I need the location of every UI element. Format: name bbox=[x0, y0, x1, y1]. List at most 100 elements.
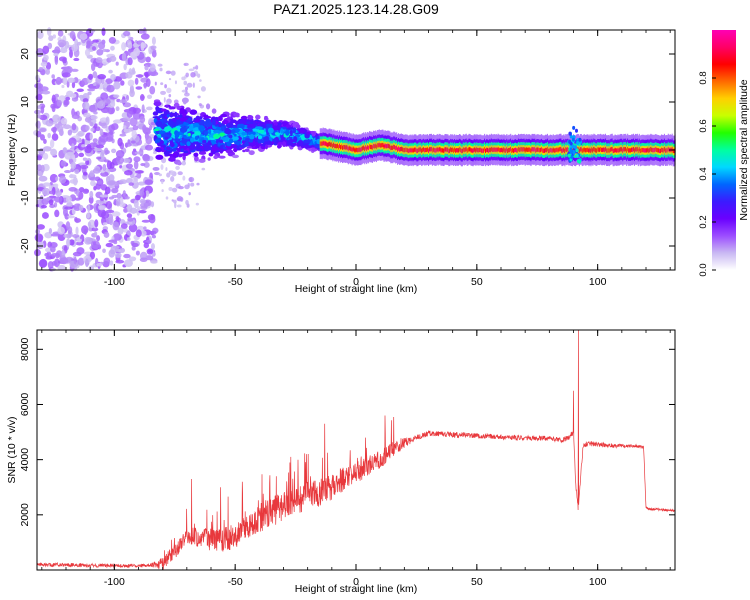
spectrogram-cell bbox=[124, 196, 130, 200]
spectrogram-cell bbox=[42, 152, 49, 160]
spectrogram-cell bbox=[125, 163, 133, 169]
spectrogram-cell bbox=[195, 127, 199, 131]
spectrogram-cell bbox=[575, 148, 579, 153]
spectrogram-cell bbox=[337, 143, 339, 148]
spectrogram-cell bbox=[59, 257, 69, 265]
spectrogram-cell bbox=[601, 147, 603, 153]
spectrogram-cell bbox=[71, 68, 79, 72]
spectrogram-cell bbox=[247, 115, 254, 120]
spectrogram-cell bbox=[77, 41, 81, 46]
spectrogram-cell bbox=[37, 52, 41, 58]
spectrogram-cell bbox=[113, 241, 118, 245]
spectrogram-cell bbox=[146, 106, 153, 111]
spectrogram-cell bbox=[86, 212, 91, 219]
spectrogram-cell bbox=[532, 147, 534, 152]
spectrogram-cell bbox=[510, 147, 512, 152]
spectrogram-cell bbox=[208, 129, 212, 135]
spectrogram-cell bbox=[68, 239, 75, 246]
spectrogram-cell bbox=[374, 143, 376, 148]
spectrogram-cell bbox=[542, 148, 544, 153]
spectrogram-cell bbox=[329, 141, 331, 147]
spectrogram-cell bbox=[126, 204, 133, 213]
spectrogram-cell bbox=[653, 147, 655, 153]
spectrogram-cell bbox=[91, 46, 97, 51]
spectrogram-cell bbox=[35, 228, 41, 235]
spectrogram-cell bbox=[192, 66, 197, 70]
spectrogram-cell bbox=[185, 72, 189, 78]
spectrogram-cell bbox=[560, 146, 562, 152]
spectrogram-cell bbox=[233, 112, 240, 117]
spectrogram-cell bbox=[221, 119, 229, 125]
spectrogram-cell bbox=[146, 94, 153, 100]
spectrogram-cell bbox=[476, 147, 478, 152]
spectrogram-cell bbox=[350, 146, 352, 152]
spectrogram-cell bbox=[50, 267, 57, 272]
spectrogram-cell bbox=[183, 62, 189, 66]
spectrogram-cell bbox=[399, 147, 401, 152]
spectrogram-cell bbox=[458, 147, 461, 152]
spectrogram-cell bbox=[335, 143, 337, 149]
spectrogram-cell bbox=[410, 148, 412, 153]
spectrogram-cell bbox=[562, 148, 564, 153]
spectrogram-cell bbox=[465, 146, 467, 152]
spectrogram-cell bbox=[585, 148, 587, 153]
spectrogram-cell bbox=[110, 245, 117, 255]
spectrogram-cell bbox=[148, 215, 156, 224]
spectrogram-cell bbox=[160, 82, 164, 86]
spectrogram-cell bbox=[71, 81, 76, 89]
spectrogram-cell bbox=[219, 148, 225, 153]
spectrogram-cell bbox=[332, 143, 334, 149]
spectrogram-cell bbox=[55, 190, 62, 197]
spectrogram-cell bbox=[90, 180, 96, 187]
spectrogram-cell bbox=[213, 133, 221, 140]
spectrogram-cell bbox=[402, 147, 404, 153]
spectrogram-cell bbox=[433, 148, 435, 153]
spectrogram-cell bbox=[183, 150, 189, 154]
spectrogram-cell bbox=[70, 161, 77, 170]
spectrogram-cell bbox=[154, 81, 157, 86]
spectrogram-cell bbox=[389, 144, 391, 149]
spectrogram-cell bbox=[56, 125, 64, 133]
spectrogram-cell bbox=[528, 147, 530, 152]
spectrogram-cell bbox=[78, 152, 85, 158]
spectrogram-cell bbox=[425, 147, 427, 153]
spectrogram-cell bbox=[93, 231, 98, 238]
spectrogram-cell bbox=[412, 148, 414, 153]
spectrogram-cell bbox=[149, 125, 153, 131]
spectrogram-cell bbox=[106, 84, 115, 93]
spectrogram-cell bbox=[131, 67, 136, 75]
spectrogram-cell bbox=[135, 229, 142, 238]
spectrogram-cell bbox=[200, 86, 206, 92]
spectrogram-cell bbox=[246, 146, 253, 149]
spectrogram-cell bbox=[486, 147, 488, 153]
spectrogram-cell bbox=[131, 245, 136, 251]
spectrogram-cell bbox=[83, 158, 89, 162]
spectrogram-cell bbox=[320, 141, 322, 146]
x-tick-label: 0 bbox=[353, 276, 359, 288]
spectrogram-cell bbox=[399, 147, 402, 152]
spectrogram-cell bbox=[114, 252, 122, 258]
spectrogram-cell bbox=[64, 65, 73, 74]
spectrogram-cell bbox=[105, 78, 113, 84]
spectrogram-cell bbox=[155, 138, 161, 143]
spectrogram-cell bbox=[205, 103, 211, 110]
spectrogram-cell bbox=[81, 144, 86, 148]
spectrogram-cell bbox=[599, 147, 601, 152]
spectrogram-cell bbox=[635, 147, 637, 152]
y-tick-label: -10 bbox=[19, 190, 31, 205]
spectrogram-cell bbox=[505, 148, 507, 153]
spectrogram-cell bbox=[115, 106, 120, 112]
spectrogram-cell bbox=[63, 99, 70, 106]
spectrogram-cell bbox=[470, 148, 472, 153]
spectrogram-cell bbox=[40, 204, 47, 209]
spectrogram-cell bbox=[586, 147, 588, 152]
spectrogram-cell bbox=[112, 119, 122, 124]
spectrogram-cell bbox=[84, 48, 91, 57]
spectrogram-cell bbox=[188, 176, 195, 183]
spectrogram-cell bbox=[103, 257, 111, 266]
spectrogram-cell bbox=[257, 129, 265, 134]
spectrogram-cell bbox=[342, 145, 345, 150]
spectrogram-cell bbox=[327, 142, 329, 148]
spectrogram-cell bbox=[145, 78, 151, 88]
x-tick-label: 50 bbox=[471, 576, 483, 588]
